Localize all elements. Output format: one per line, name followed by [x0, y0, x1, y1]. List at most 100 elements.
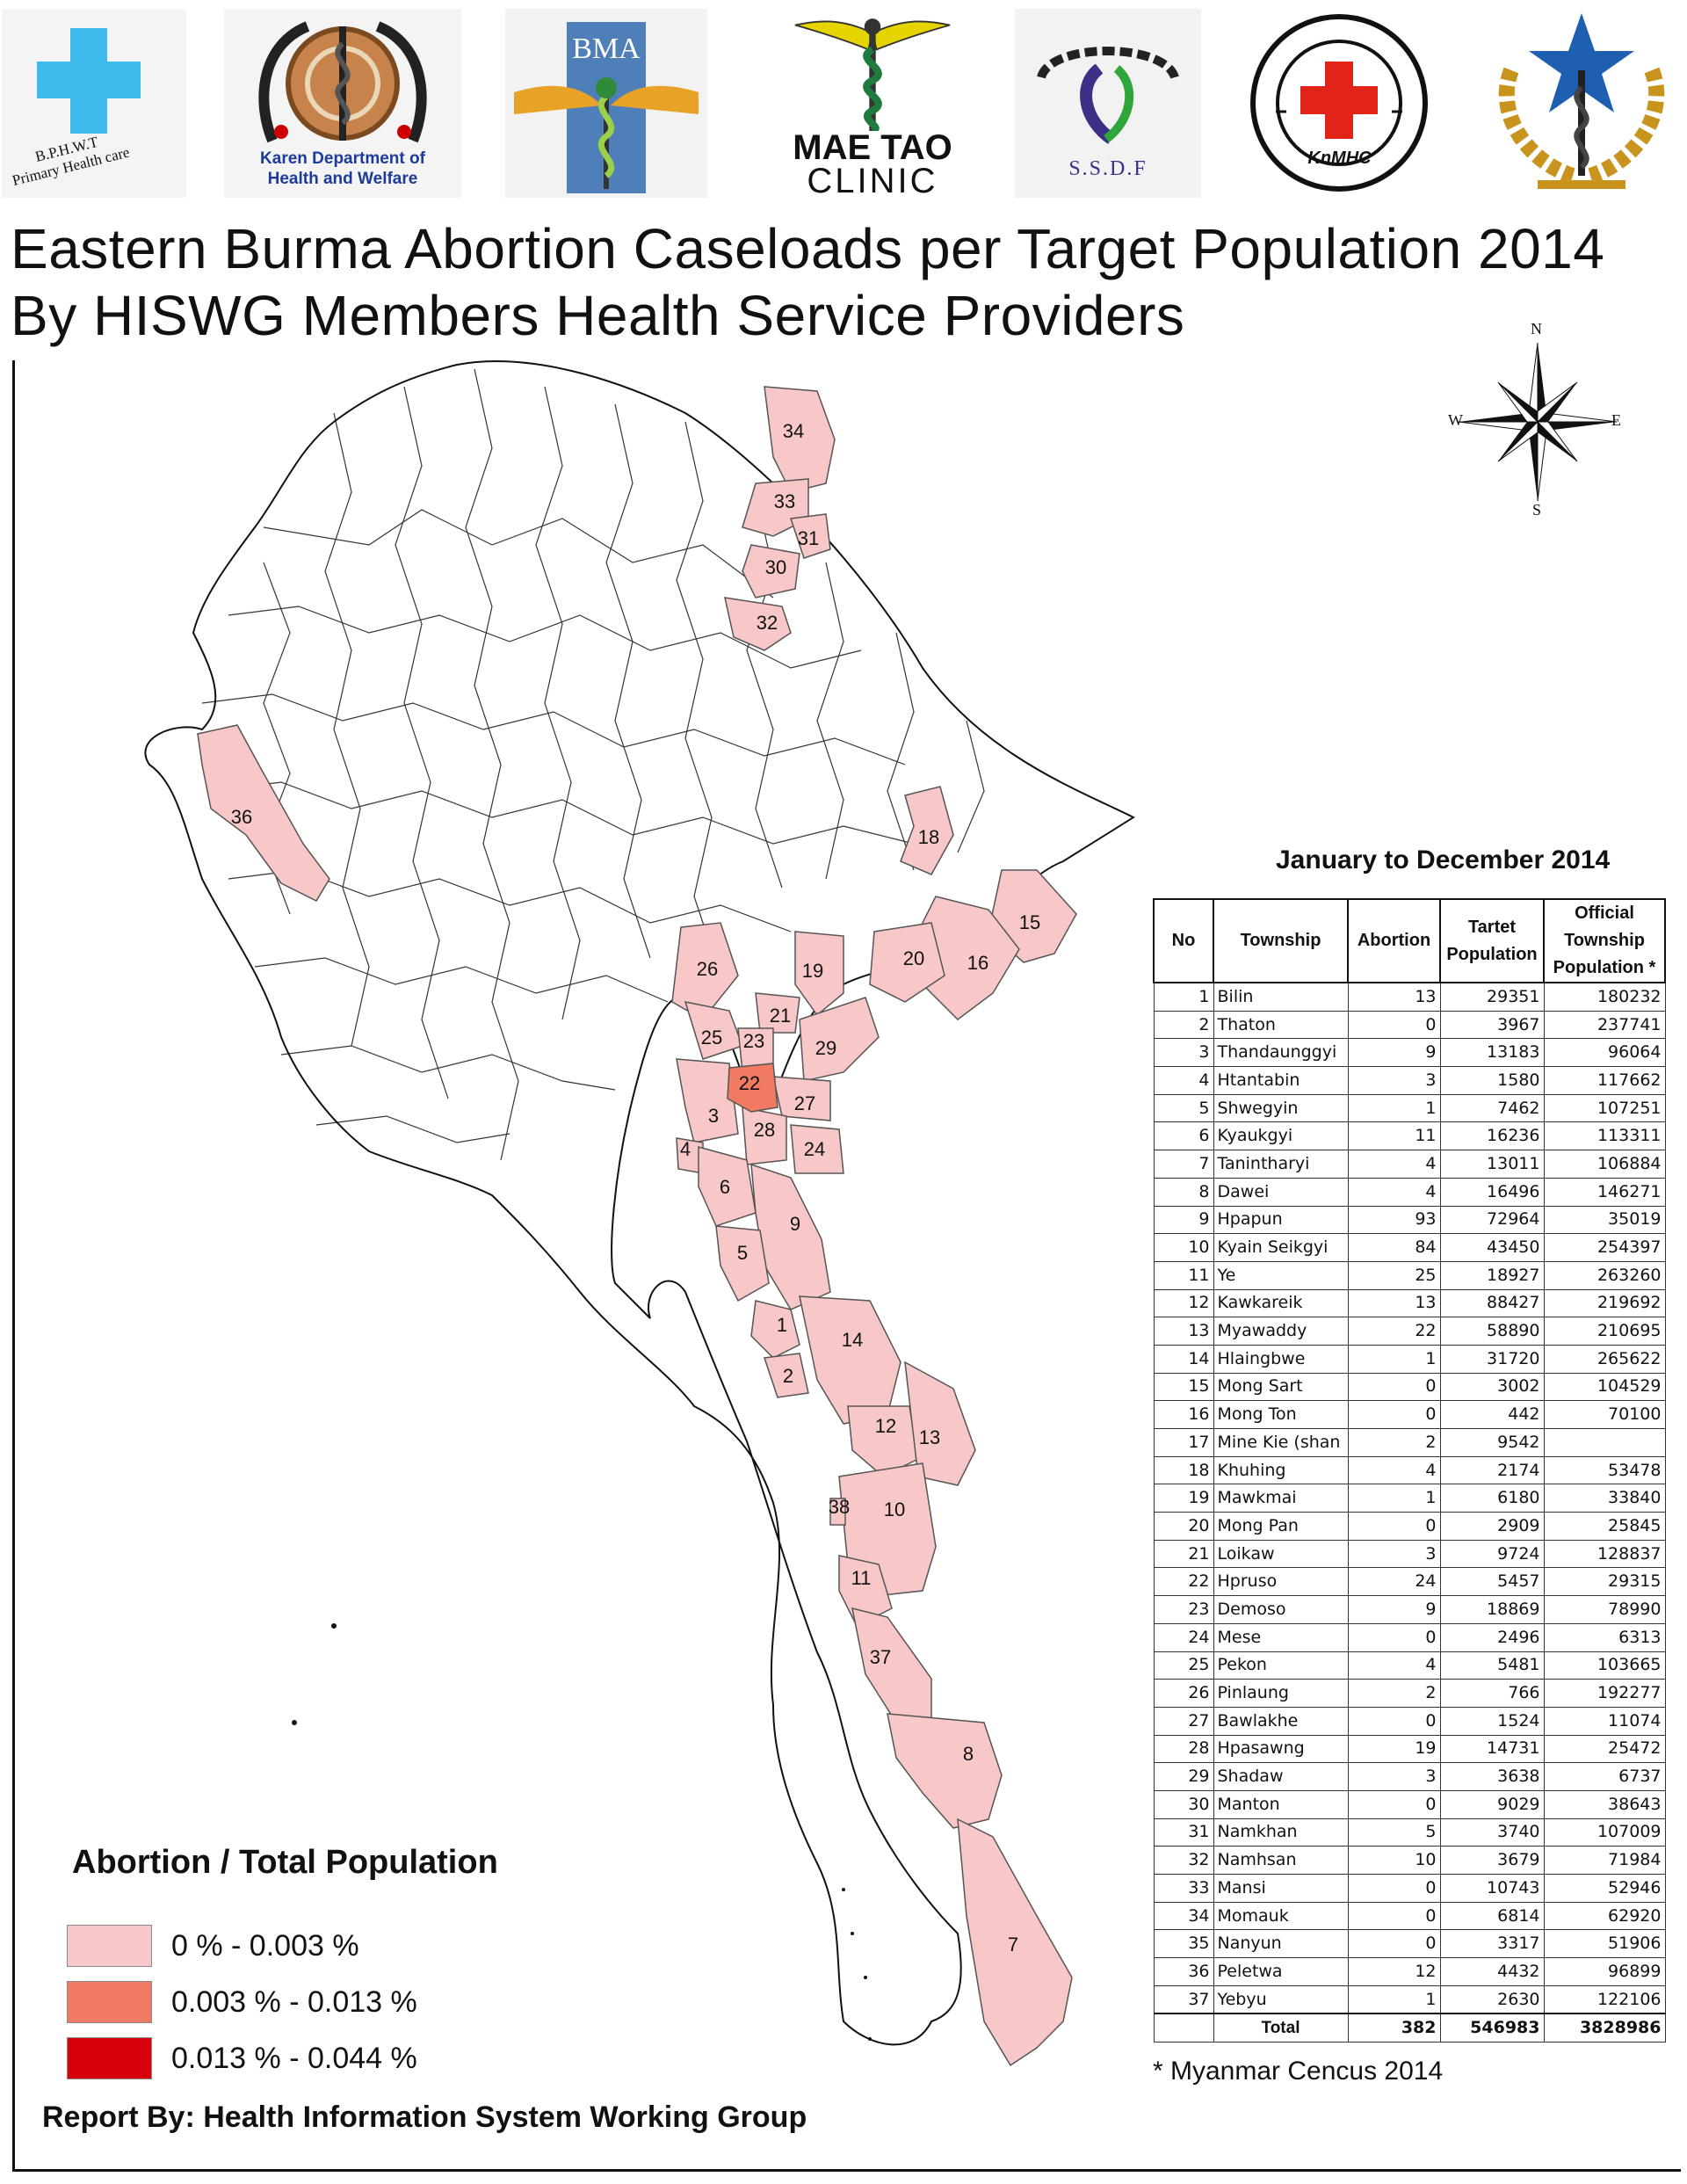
legend-label: 0 % - 0.003 % — [171, 1928, 359, 1963]
township-label-32: 32 — [757, 612, 778, 634]
ssdf-text: S.S.D.F — [1068, 157, 1148, 181]
cell-official: 70100 — [1543, 1400, 1666, 1429]
cell-official: 62920 — [1543, 1901, 1666, 1931]
table-row: 28 Hpasawng 19 14731 25472 — [1153, 1734, 1666, 1764]
cell-township: Mawkmai — [1213, 1484, 1349, 1513]
legend-label: 0.013 % - 0.044 % — [171, 2041, 417, 2075]
cell-official: 219692 — [1543, 1288, 1666, 1318]
cell-abortion: 0 — [1347, 1706, 1441, 1736]
cell-target: 3002 — [1439, 1372, 1545, 1402]
cell-official: 122106 — [1543, 1984, 1666, 2014]
township-label-10: 10 — [884, 1498, 905, 1520]
cell-abortion: 0 — [1347, 1512, 1441, 1541]
coastal-islands — [292, 1623, 872, 2041]
township-label-25: 25 — [701, 1027, 722, 1048]
cell-abortion: 0 — [1347, 1622, 1441, 1652]
cell-township: Bilin — [1213, 982, 1349, 1012]
cell-township: Nanyun — [1213, 1929, 1349, 1959]
township-label-3: 3 — [708, 1105, 719, 1127]
township-map: 1234567891011121314151618192021222324252… — [144, 360, 1136, 2067]
table-row: 18 Khuhing 4 2174 53478 — [1153, 1455, 1666, 1485]
cell-township: Kyaukgyi — [1213, 1121, 1349, 1151]
cell-official: 106884 — [1543, 1150, 1666, 1179]
total-label: Total — [1213, 2013, 1349, 2043]
cell-no: 29 — [1153, 1762, 1214, 1791]
township-22 — [727, 1063, 778, 1113]
cell-no: 18 — [1153, 1455, 1214, 1485]
cell-no: 6 — [1153, 1121, 1214, 1151]
table-row: 15 Mong Sart 0 3002 104529 — [1153, 1372, 1666, 1402]
cell-township: Htantabin — [1213, 1066, 1349, 1095]
cell-official: 107009 — [1543, 1818, 1666, 1847]
township-label-2: 2 — [783, 1365, 793, 1387]
maetao-logo: MAE TAO CLINIC — [780, 9, 965, 199]
township-label-13: 13 — [919, 1426, 940, 1448]
township-26 — [671, 922, 739, 1020]
cell-no: 20 — [1153, 1512, 1214, 1541]
table-row: 33 Mansi 0 10743 52946 — [1153, 1874, 1666, 1903]
township-30 — [742, 544, 800, 599]
legend-swatch — [67, 1925, 152, 1967]
cell-target: 16496 — [1439, 1177, 1545, 1207]
cell-no: 5 — [1153, 1093, 1214, 1123]
compass-e: E — [1611, 411, 1621, 429]
table-row: 9 Hpapun 93 72964 35019 — [1153, 1205, 1666, 1235]
red-cross-seal-icon — [1250, 14, 1428, 192]
table-row: 36 Peletwa 12 4432 96899 — [1153, 1957, 1666, 1986]
cell-abortion: 4 — [1347, 1177, 1441, 1207]
compass-n: N — [1531, 320, 1542, 337]
cell-official: 104529 — [1543, 1372, 1666, 1402]
cell-no: 14 — [1153, 1344, 1214, 1374]
cell-no: 15 — [1153, 1372, 1214, 1402]
cell-target: 58890 — [1439, 1317, 1545, 1346]
cell-township: Mong Ton — [1213, 1400, 1349, 1429]
township-21 — [755, 992, 800, 1034]
table-row: 22 Hpruso 24 5457 29315 — [1153, 1567, 1666, 1597]
cell-no: 36 — [1153, 1957, 1214, 1986]
cell-official: 107251 — [1543, 1093, 1666, 1123]
cell-township: Thandaunggyi — [1213, 1038, 1349, 1068]
table-row: 24 Mese 0 2496 6313 — [1153, 1622, 1666, 1652]
township-37 — [851, 1607, 932, 1723]
table-row: 16 Mong Ton 0 442 70100 — [1153, 1400, 1666, 1429]
cell-no: 23 — [1153, 1595, 1214, 1624]
cell-target: 3317 — [1439, 1929, 1545, 1959]
township-label-36: 36 — [231, 806, 252, 828]
cell-official: 6313 — [1543, 1622, 1666, 1652]
cell-township: Hlaingbwe — [1213, 1344, 1349, 1374]
legend-item: 0.003 % - 0.013 % — [67, 1974, 417, 2030]
table-row: 7 Tanintharyi 4 13011 106884 — [1153, 1150, 1666, 1179]
cell-target: 16236 — [1439, 1121, 1545, 1151]
township-8 — [887, 1713, 1003, 1829]
table-header-row: No Township Abortion Tartet Population O… — [1153, 898, 1666, 983]
cell-no: 8 — [1153, 1177, 1214, 1207]
township-label-31: 31 — [798, 527, 819, 549]
township-14 — [799, 1295, 901, 1425]
cell-no: 34 — [1153, 1901, 1214, 1931]
compass-rose: N S E W — [1441, 320, 1634, 519]
cell-township: Tanintharyi — [1213, 1150, 1349, 1179]
cell-target: 7462 — [1439, 1093, 1545, 1123]
township-label-16: 16 — [967, 952, 988, 974]
cell-official: 113311 — [1543, 1121, 1666, 1151]
township-13 — [904, 1360, 976, 1486]
cell-abortion: 5 — [1347, 1818, 1441, 1847]
cell-target: 88427 — [1439, 1288, 1545, 1318]
page-title: Eastern Burma Abortion Caseloads per Tar… — [11, 215, 1604, 349]
table-row: 13 Myawaddy 22 58890 210695 — [1153, 1317, 1666, 1346]
title-line-2: By HISWG Members Health Service Provider… — [11, 284, 1185, 347]
report-credit: Report By: Health Information System Wor… — [42, 2101, 807, 2134]
cell-abortion: 1 — [1347, 1984, 1441, 2014]
cell-official: 29315 — [1543, 1567, 1666, 1597]
township-7 — [957, 1818, 1073, 2067]
cell-township: Loikaw — [1213, 1539, 1349, 1569]
township-5 — [715, 1225, 770, 1302]
cell-no: 3 — [1153, 1038, 1214, 1068]
township-1 — [750, 1300, 800, 1359]
cell-no: 21 — [1153, 1539, 1214, 1569]
legend-swatch — [67, 1981, 152, 2023]
cell-official: 180232 — [1543, 982, 1666, 1012]
cell-abortion: 2 — [1347, 1679, 1441, 1708]
cell-official — [1543, 1428, 1666, 1457]
cell-township: Demoso — [1213, 1595, 1349, 1624]
